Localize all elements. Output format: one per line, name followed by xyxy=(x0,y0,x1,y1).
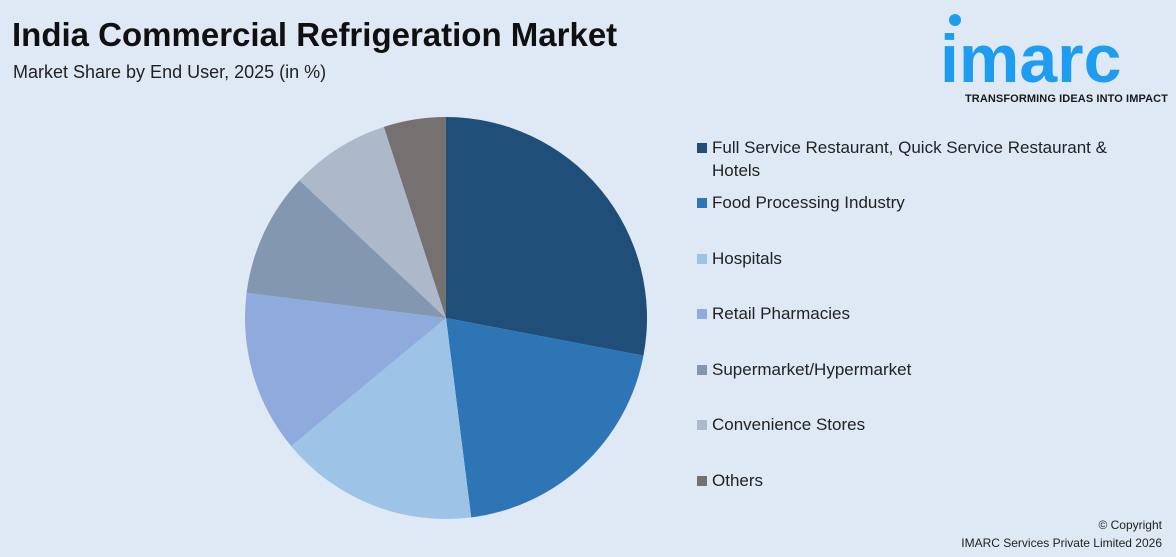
pie-slice-4 xyxy=(245,292,446,447)
chart-title: India Commercial Refrigeration Market xyxy=(12,16,618,53)
logo-tagline: TRANSFORMING IDEAS INTO IMPACT xyxy=(964,93,1168,105)
legend-item: Retail Pharmacies xyxy=(697,302,1147,325)
pie-slice-2 xyxy=(446,318,644,518)
legend-swatch xyxy=(697,476,707,486)
legend-swatch xyxy=(697,198,707,208)
logo-text: imarc xyxy=(940,21,1121,97)
legend-swatch xyxy=(697,309,707,319)
legend-item: Others xyxy=(697,469,1147,492)
legend-item: Food Processing Industry xyxy=(697,191,1147,214)
legend-label: Full Service Restaurant, Quick Service R… xyxy=(712,138,1107,180)
pie-slice-6 xyxy=(299,126,446,318)
pie-slice-7 xyxy=(383,117,446,318)
legend-swatch xyxy=(697,143,707,153)
legend-item: Hospitals xyxy=(697,247,1147,270)
pie-slice-3 xyxy=(291,318,472,519)
legend-item: Convenience Stores xyxy=(697,413,1147,436)
legend-swatch xyxy=(697,254,707,264)
copyright-line-2: IMARC Services Private Limited 2026 xyxy=(961,536,1162,550)
legend-swatch xyxy=(697,365,707,375)
legend-label: Supermarket/Hypermarket xyxy=(712,360,912,379)
legend-swatch xyxy=(697,420,707,430)
legend-label: Hospitals xyxy=(712,249,782,268)
pie-slice-5 xyxy=(246,180,446,318)
legend-item: Full Service Restaurant, Quick Service R… xyxy=(697,136,1147,182)
imarc-logo: imarc xyxy=(940,14,1121,97)
legend-label: Convenience Stores xyxy=(712,415,866,434)
legend-label: Others xyxy=(712,471,764,490)
copyright-line-1: © Copyright xyxy=(1098,518,1162,532)
pie-slice-1 xyxy=(446,117,648,356)
legend-label: Food Processing Industry xyxy=(712,193,905,212)
legend-label: Retail Pharmacies xyxy=(712,304,850,323)
chart-subtitle: Market Share by End User, 2025 (in %) xyxy=(13,62,327,82)
legend-item: Supermarket/Hypermarket xyxy=(697,358,1147,381)
copyright-notice: © Copyright IMARC Services Private Limit… xyxy=(961,516,1162,552)
